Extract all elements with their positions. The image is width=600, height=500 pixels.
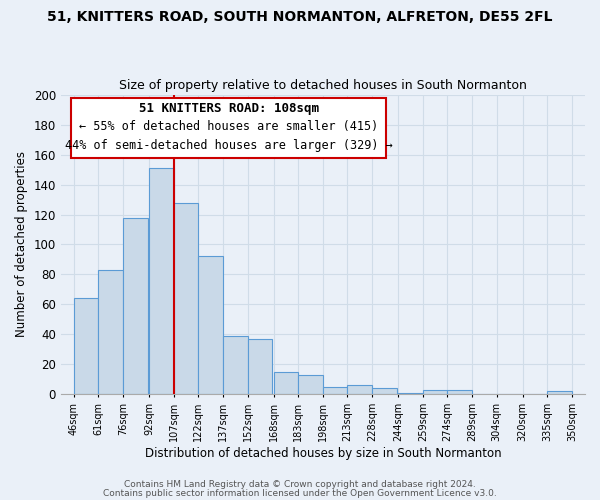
Bar bbox=[174, 202, 199, 394]
Text: Contains HM Land Registry data © Crown copyright and database right 2024.: Contains HM Land Registry data © Crown c… bbox=[124, 480, 476, 489]
Bar bbox=[223, 336, 248, 394]
Bar bbox=[547, 392, 572, 394]
Bar bbox=[74, 298, 98, 394]
Bar bbox=[372, 388, 397, 394]
Bar bbox=[423, 390, 448, 394]
Bar bbox=[323, 387, 347, 394]
Text: 51, KNITTERS ROAD, SOUTH NORMANTON, ALFRETON, DE55 2FL: 51, KNITTERS ROAD, SOUTH NORMANTON, ALFR… bbox=[47, 10, 553, 24]
Bar bbox=[248, 339, 272, 394]
Bar bbox=[274, 372, 298, 394]
Bar bbox=[199, 256, 223, 394]
X-axis label: Distribution of detached houses by size in South Normanton: Distribution of detached houses by size … bbox=[145, 447, 501, 460]
Text: 51 KNITTERS ROAD: 108sqm: 51 KNITTERS ROAD: 108sqm bbox=[139, 102, 319, 115]
Bar bbox=[398, 393, 423, 394]
Text: 44% of semi-detached houses are larger (329) →: 44% of semi-detached houses are larger (… bbox=[65, 139, 392, 152]
Bar bbox=[149, 168, 174, 394]
Bar bbox=[347, 386, 372, 394]
Bar bbox=[123, 218, 148, 394]
FancyBboxPatch shape bbox=[71, 98, 386, 158]
Text: ← 55% of detached houses are smaller (415): ← 55% of detached houses are smaller (41… bbox=[79, 120, 378, 133]
Bar bbox=[298, 375, 323, 394]
Title: Size of property relative to detached houses in South Normanton: Size of property relative to detached ho… bbox=[119, 79, 527, 92]
Bar bbox=[98, 270, 123, 394]
Text: Contains public sector information licensed under the Open Government Licence v3: Contains public sector information licen… bbox=[103, 488, 497, 498]
Bar bbox=[448, 390, 472, 394]
Y-axis label: Number of detached properties: Number of detached properties bbox=[15, 152, 28, 338]
